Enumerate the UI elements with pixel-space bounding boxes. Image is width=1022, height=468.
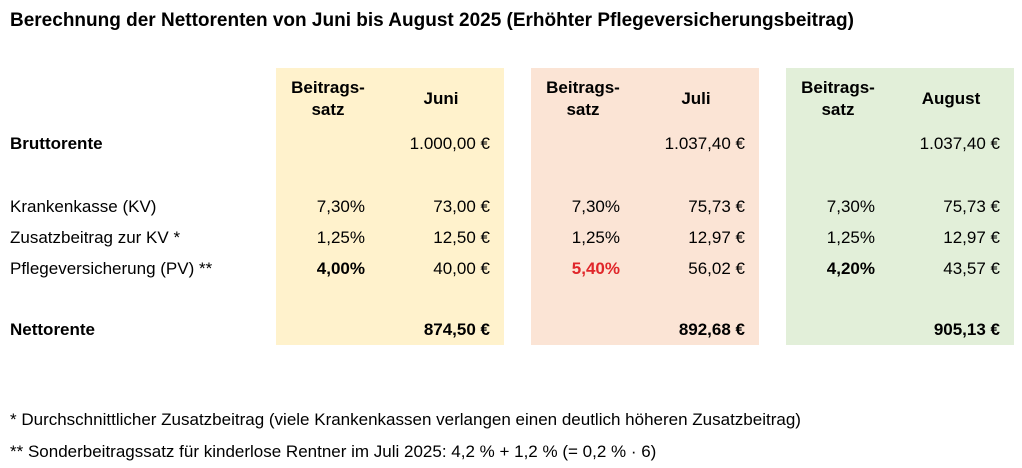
value-zusatz-juli: 12,97 €: [688, 228, 745, 247]
header-rate-august: Beitrags- satz: [801, 78, 875, 119]
row-label-bruttorente: Bruttorente: [10, 134, 103, 153]
header-rate-juni: Beitrags- satz: [291, 78, 365, 119]
row-label-nettorente: Nettorente: [10, 320, 96, 339]
value-bruttorente-august: 1.037,40 €: [919, 134, 1000, 153]
value-zusatz-juni: 12,50 €: [433, 228, 490, 247]
value-bruttorente-juni: 1.000,00 €: [409, 134, 490, 153]
row-label-pv: Pflegeversicherung (PV) **: [10, 259, 213, 278]
panel-august: [786, 68, 1014, 345]
header-month-juni: Juni: [423, 89, 459, 108]
panel-juni: [276, 68, 504, 345]
value-pv-august: 43,57 €: [943, 259, 1000, 278]
value-nettorente-august: 905,13 €: [933, 320, 1000, 339]
value-nettorente-juli: 892,68 €: [678, 320, 745, 339]
row-label-zusatzbeitrag: Zusatzbeitrag zur KV *: [10, 228, 181, 247]
value-kv-juni: 73,00 €: [433, 197, 490, 216]
value-nettorente-juni: 874,50 €: [423, 320, 490, 339]
panel-juli: [531, 68, 759, 345]
rate-pv-august: 4,20%: [826, 259, 875, 278]
rate-pv-juli: 5,40%: [571, 259, 620, 278]
page-title: Berechnung der Nettorenten von Juni bis …: [10, 10, 854, 31]
value-kv-august: 75,73 €: [943, 197, 1000, 216]
row-label-kv: Krankenkasse (KV): [10, 197, 157, 216]
rate-kv-august: 7,30%: [826, 197, 875, 216]
rate-zusatz-juni: 1,25%: [316, 228, 365, 247]
rate-kv-juni: 7,30%: [316, 197, 365, 216]
header-month-august: August: [921, 89, 981, 108]
header-month-juli: Juli: [681, 89, 711, 108]
value-zusatz-august: 12,97 €: [943, 228, 1000, 247]
footnote-sonderbeitrag: ** Sonderbeitragssatz für kinderlose Ren…: [10, 442, 657, 461]
value-bruttorente-juli: 1.037,40 €: [664, 134, 745, 153]
value-pv-juli: 56,02 €: [688, 259, 745, 278]
rate-zusatz-juli: 1,25%: [571, 228, 620, 247]
value-kv-juli: 75,73 €: [688, 197, 745, 216]
rate-pv-juni: 4,00%: [316, 259, 365, 278]
rate-zusatz-august: 1,25%: [826, 228, 875, 247]
value-pv-juni: 40,00 €: [433, 259, 490, 278]
header-rate-juli: Beitrags- satz: [546, 78, 620, 119]
rate-kv-juli: 7,30%: [571, 197, 620, 216]
footnote-zusatzbeitrag: * Durchschnittlicher Zusatzbeitrag (viel…: [10, 410, 801, 429]
